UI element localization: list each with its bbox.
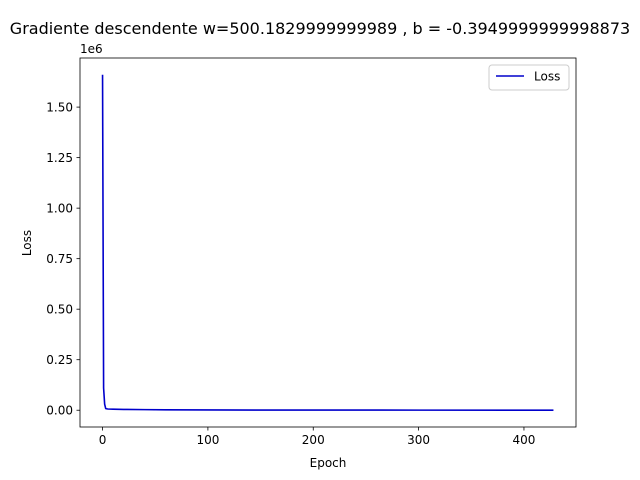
x-tick-label: 0	[99, 433, 107, 447]
y-tick-label: 1.50	[46, 100, 73, 114]
x-tick-label: 100	[196, 433, 219, 447]
y-tick-label: 0.50	[46, 302, 73, 316]
x-axis-ticks: 0 100 200 300 400	[99, 427, 536, 447]
y-axis-ticks: 0.00 0.25 0.50 0.75 1.00 1.25 1.50	[46, 100, 80, 418]
y-tick-label: 1.25	[46, 151, 73, 165]
x-tick-label: 200	[302, 433, 325, 447]
y-tick-label: 0.75	[46, 252, 73, 266]
series-lines	[101, 74, 554, 411]
y-tick-label: 0.25	[46, 353, 73, 367]
legend-label-loss: Loss	[534, 70, 560, 84]
y-axis-offset-label: 1e6	[80, 42, 103, 56]
legend-box	[488, 64, 570, 91]
x-tick-label: 400	[513, 433, 536, 447]
y-tick-label: 1.00	[46, 201, 73, 215]
plot-frame	[79, 57, 577, 428]
chart-title: Gradiente descendente w=500.182999999998…	[10, 19, 630, 38]
x-tick-label: 300	[407, 433, 430, 447]
x-axis-label: Epoch	[310, 456, 347, 470]
y-axis-label: Loss	[20, 230, 34, 256]
series-line-loss	[101, 74, 554, 411]
y-tick-label: 0.00	[46, 404, 73, 418]
legend: Loss	[488, 64, 570, 91]
